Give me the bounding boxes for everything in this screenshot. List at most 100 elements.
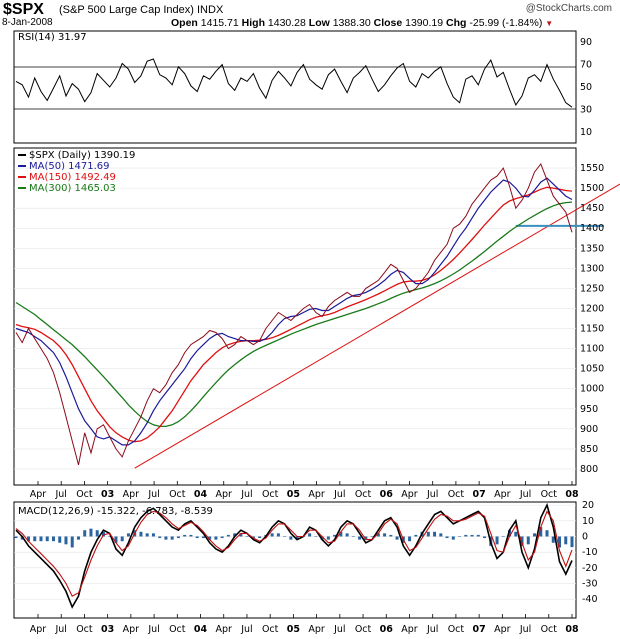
macd-legend: MACD(12,26,9) -15.322, -6.783, -8.539 bbox=[18, 506, 213, 517]
price-ytick-6: 1100 bbox=[580, 344, 604, 355]
price-xtick-15: 06 bbox=[380, 489, 394, 500]
price-xtick-16: Apr bbox=[401, 489, 418, 500]
macd-xtick-5: Jul bbox=[147, 624, 159, 635]
macd-xtick-7: 04 bbox=[194, 624, 208, 635]
price-ytick-8: 1200 bbox=[580, 303, 604, 314]
price-ytick-15: 1550 bbox=[580, 163, 604, 174]
macd-hist-bar-44 bbox=[289, 536, 293, 540]
price-xtick-4: Apr bbox=[123, 489, 140, 500]
price-ytick-11: 1350 bbox=[580, 243, 604, 254]
macd-hist-bar-21 bbox=[145, 533, 149, 537]
macd-hist-bar-53 bbox=[345, 533, 349, 537]
macd-xtick-22: Oct bbox=[541, 624, 558, 635]
macd-hist-bar-66 bbox=[426, 531, 430, 537]
macd-hist-bar-2 bbox=[26, 536, 30, 542]
macd-xtick-6: Oct bbox=[169, 624, 186, 635]
macd-hist-bar-25 bbox=[170, 536, 174, 540]
macd-xtick-15: 06 bbox=[380, 624, 394, 635]
macd-hist-bar-52 bbox=[339, 531, 343, 537]
macd-xtick-2: Oct bbox=[76, 624, 93, 635]
macd-xtick-23: 08 bbox=[565, 624, 579, 635]
price-xtick-9: Jul bbox=[240, 489, 252, 500]
macd-hist-bar-5 bbox=[45, 536, 49, 542]
macd-hist-bar-57 bbox=[370, 536, 374, 537]
macd-line bbox=[15, 502, 573, 609]
macd-hist-bar-83 bbox=[533, 533, 537, 537]
macd-hist-bar-85 bbox=[545, 530, 549, 537]
macd-hist-bar-78 bbox=[501, 536, 505, 537]
macd-xtick-21: Jul bbox=[519, 624, 531, 635]
macd-panel-frame bbox=[13, 501, 577, 619]
legend-price: $SPX (Daily) 1390.19 bbox=[29, 150, 135, 161]
price-ytick-14: 1500 bbox=[580, 183, 604, 194]
price-ytick-10: 1300 bbox=[580, 263, 604, 274]
macd-hist-bar-61 bbox=[395, 536, 399, 540]
chart-title: $SPX bbox=[3, 1, 44, 18]
macd-hist-bar-68 bbox=[439, 533, 443, 537]
price-ytick-13: 1450 bbox=[580, 203, 604, 214]
price-ytick-5: 1050 bbox=[580, 364, 604, 375]
rsi-ytick-4: 90 bbox=[580, 37, 592, 48]
open-label: Open bbox=[171, 17, 198, 29]
low-value: 1388.30 bbox=[332, 17, 371, 29]
close-label: Close bbox=[373, 17, 403, 29]
macd-hist-bar-6 bbox=[51, 536, 55, 542]
macd-hist-bar-35 bbox=[233, 533, 237, 537]
rsi-ytick-0: 10 bbox=[580, 127, 592, 138]
price-ytick-0: 800 bbox=[580, 464, 598, 475]
high-value: 1430.28 bbox=[267, 17, 306, 29]
price-legend: $SPX (Daily) 1390.19 MA(50) 1471.69 MA(1… bbox=[18, 150, 135, 194]
macd-hist-bar-77 bbox=[495, 536, 499, 545]
macd-xtick-1: Jul bbox=[54, 624, 66, 635]
price-xtick-3: 03 bbox=[101, 489, 114, 500]
price-xtick-21: Jul bbox=[519, 489, 531, 500]
macd-hist-bar-24 bbox=[164, 536, 168, 540]
legend-ma300: MA(300) 1465.03 bbox=[29, 183, 116, 194]
price-ytick-2: 900 bbox=[580, 424, 598, 435]
price-xtick-7: 04 bbox=[194, 489, 208, 500]
macd-xtick-20: Apr bbox=[494, 624, 511, 635]
macd-hist-bar-42 bbox=[276, 533, 280, 537]
macd-xtick-4: Apr bbox=[123, 624, 140, 635]
rsi-line bbox=[15, 58, 573, 108]
macd-hist-bar-70 bbox=[451, 536, 455, 540]
macd-hist-bar-73 bbox=[470, 534, 474, 537]
legend-ma50: MA(50) 1471.69 bbox=[29, 161, 110, 172]
open-value: 1415.71 bbox=[200, 17, 239, 29]
macd-hist-bar-22 bbox=[151, 533, 155, 537]
price-xtick-10: Oct bbox=[262, 489, 279, 500]
macd-hist-bar-88 bbox=[564, 536, 568, 545]
price-xtick-2: Oct bbox=[76, 489, 93, 500]
macd-hist-bar-8 bbox=[64, 536, 68, 545]
macd-hist-bar-86 bbox=[551, 536, 555, 543]
price-xtick-20: Apr bbox=[494, 489, 511, 500]
macd-hist-bar-48 bbox=[314, 536, 318, 537]
price-ytick-12: 1400 bbox=[580, 223, 604, 234]
rsi-ytick-3: 70 bbox=[580, 60, 592, 71]
macd-xtick-19: 07 bbox=[473, 624, 486, 635]
macd-xtick-12: Apr bbox=[308, 624, 325, 635]
macd-hist-bar-15 bbox=[108, 536, 112, 537]
macd-hist-bar-43 bbox=[283, 536, 287, 537]
macd-hist-bar-41 bbox=[270, 533, 274, 537]
macd-hist-bar-45 bbox=[295, 536, 299, 540]
macd-hist-bar-54 bbox=[351, 536, 355, 537]
macd-signal-line bbox=[15, 510, 573, 597]
macd-hist-bar-72 bbox=[464, 534, 468, 537]
macd-hist-bar-84 bbox=[539, 527, 543, 537]
macd-hist-bar-29 bbox=[195, 536, 199, 539]
chg-label: Chg bbox=[446, 17, 467, 29]
chart-subtitle: (S&P 500 Large Cap Index) INDX bbox=[59, 4, 224, 16]
macd-hist-bar-12 bbox=[89, 528, 93, 537]
macd-hist-bar-39 bbox=[258, 536, 262, 539]
macd-hist-bar-87 bbox=[558, 536, 562, 548]
price-xtick-23: 08 bbox=[565, 489, 579, 500]
price-ytick-1: 850 bbox=[580, 444, 598, 455]
macd-xtick-8: Apr bbox=[216, 624, 233, 635]
price-xtick-8: Apr bbox=[216, 489, 233, 500]
macd-hist-bar-33 bbox=[220, 536, 224, 539]
macd-hist-bar-13 bbox=[95, 530, 99, 537]
macd-ytick-6: 20 bbox=[582, 500, 594, 511]
macd-hist-bar-27 bbox=[183, 534, 187, 537]
